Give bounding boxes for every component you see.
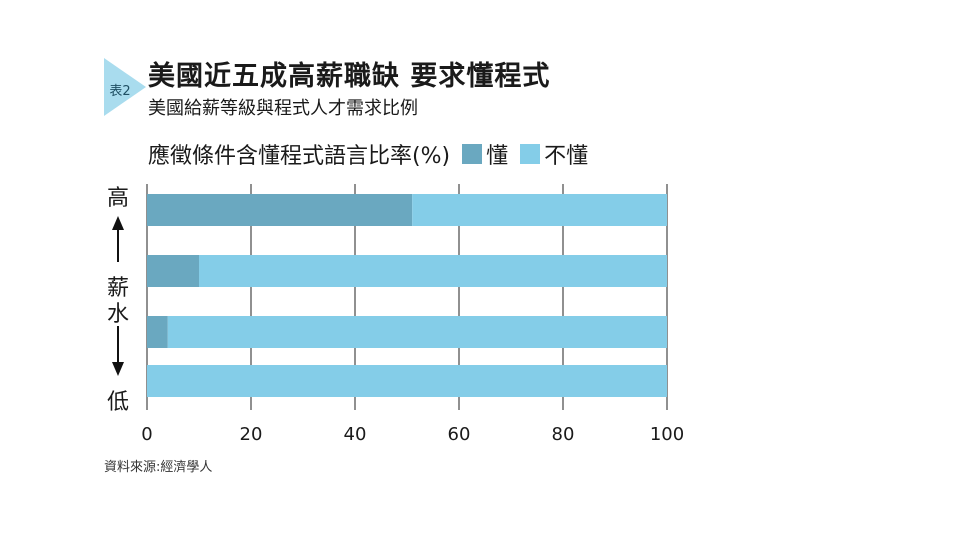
legend-swatch-know [462,144,483,164]
bar-segment-know [147,255,199,287]
chart-subtitle: 美國給薪等級與程式人才需求比例 [148,98,418,119]
bar-segment-not-know [412,194,667,226]
x-tick-label: 0 [141,424,152,445]
bar-segment-not-know [147,365,667,397]
legend-label-not-know: 不懂 [544,144,589,169]
source-note: 資料來源:經濟學人 [104,460,213,475]
arrow-up-icon [112,216,124,230]
x-tick-label: 40 [344,424,367,445]
legend-heading: 應徵條件含懂程式語言比率(%) [148,144,451,169]
legend: 應徵條件含懂程式語言比率(%) 懂 不懂 [148,138,588,170]
salary-high-label: 高 [106,186,129,211]
x-tick-label: 100 [650,424,684,445]
x-tick-label: 60 [448,424,471,445]
salary-label-char-1: 薪 [106,276,129,301]
badge-triangle [104,58,146,116]
salary-label-char-2: 水 [106,302,129,327]
legend-label-know: 懂 [486,144,509,169]
x-tick-label: 80 [552,424,575,445]
bar-segment-know [147,194,413,226]
badge-label: 表2 [109,84,131,99]
legend-swatch-not-know [520,144,541,164]
bar-segment-know [147,316,168,348]
salary-low-label: 低 [106,390,129,415]
bar-segment-not-know [167,316,668,348]
arrow-down-icon [112,362,124,376]
x-tick-label: 20 [240,424,263,445]
chart-title: 美國近五成高薪職缺 要求懂程式 [148,61,551,92]
bar-segment-not-know [199,255,667,287]
